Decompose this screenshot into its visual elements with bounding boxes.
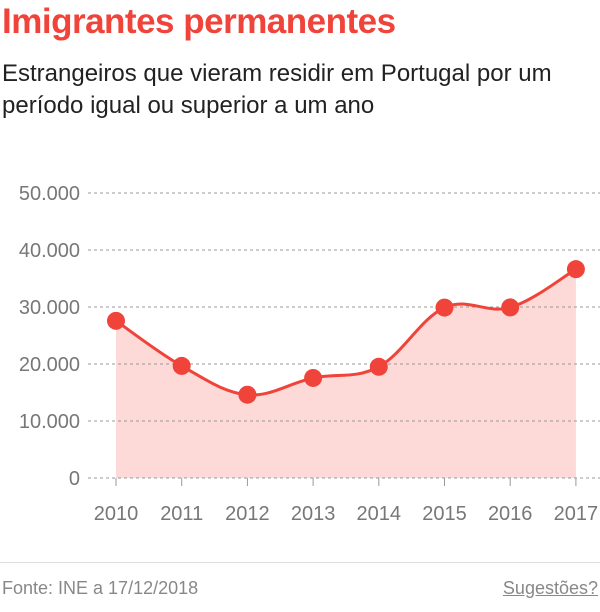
data-point	[435, 298, 454, 317]
data-point	[304, 368, 323, 387]
x-tick-label: 2015	[422, 503, 467, 525]
y-tick-label: 50.000	[19, 183, 80, 205]
data-point	[369, 357, 388, 376]
x-tick-label: 2014	[357, 503, 402, 525]
y-tick-label: 10.000	[19, 411, 80, 433]
footer-divider	[0, 562, 600, 563]
y-tick-label: 20.000	[19, 354, 80, 376]
data-point	[107, 311, 125, 330]
x-tick-label: 2013	[291, 503, 336, 525]
data-point	[501, 298, 520, 317]
x-tick-label: 2016	[488, 503, 533, 525]
chart-subtitle: Estrangeiros que vieram residir em Portu…	[2, 60, 552, 119]
y-tick-label: 40.000	[19, 240, 80, 262]
y-tick-label: 0	[69, 468, 80, 490]
data-point	[238, 385, 257, 404]
x-tick-label: 2017	[554, 503, 599, 525]
data-point	[172, 356, 191, 375]
data-point	[566, 260, 585, 279]
suggestions-link[interactable]: Sugestões?	[502, 578, 598, 598]
x-tick-label: 2011	[160, 503, 203, 525]
x-tick-label: 2010	[94, 503, 139, 525]
x-tick-label: 2012	[225, 503, 270, 525]
area-fill	[116, 269, 576, 478]
source-note: Fonte: INE a 17/12/2018	[2, 578, 199, 598]
y-tick-label: 30.000	[19, 297, 80, 319]
line-chart: 0 10.000 20.000 30.000 40.000 50.000 2010 2011 2…	[19, 183, 600, 525]
chart-title: Imigrantes permanentes	[2, 2, 396, 41]
